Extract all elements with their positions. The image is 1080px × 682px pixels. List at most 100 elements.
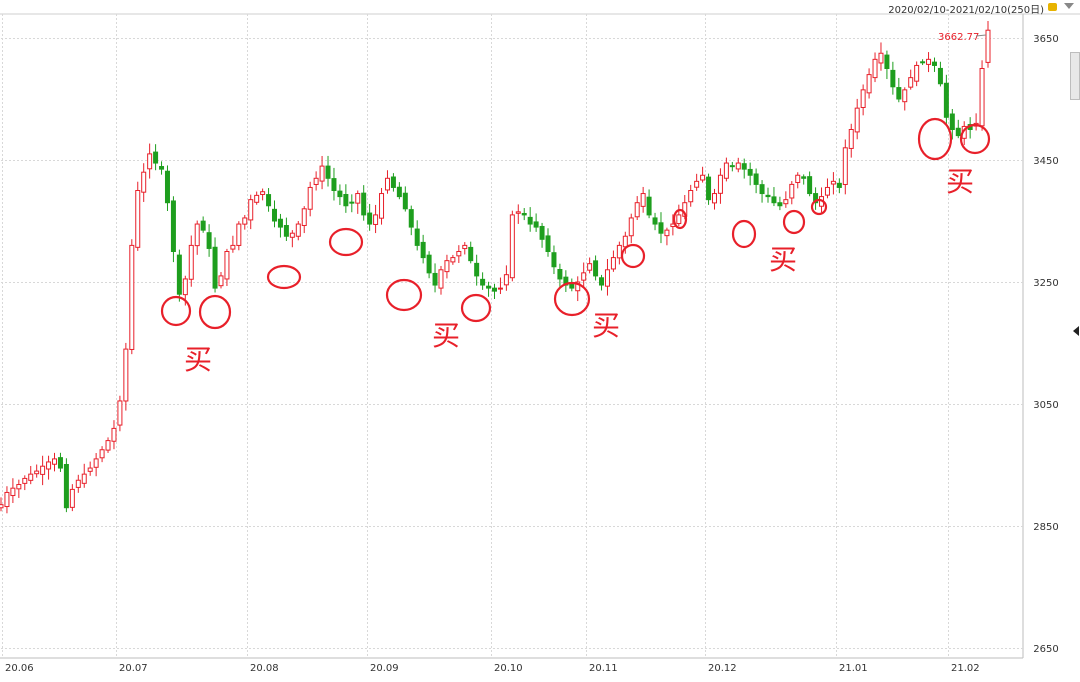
- candle-up: [379, 193, 385, 219]
- candle-up: [717, 174, 723, 194]
- candle-up: [795, 174, 801, 184]
- candle-up: [860, 89, 866, 108]
- candle-down: [771, 196, 777, 204]
- candle-down: [521, 212, 527, 216]
- candle-up: [634, 202, 640, 218]
- candle-up: [218, 275, 224, 287]
- buy-circle-marker: [385, 278, 423, 312]
- candle-down: [272, 208, 278, 222]
- candle-down: [896, 87, 902, 100]
- candle-up: [93, 458, 99, 468]
- candle-up: [789, 183, 795, 199]
- candle-down: [836, 182, 842, 188]
- candle-up: [301, 208, 307, 226]
- candle-down: [343, 193, 349, 207]
- buy-circle-marker: [160, 295, 192, 327]
- candle-down: [545, 235, 551, 253]
- candle-up: [676, 214, 682, 225]
- candle-up: [497, 287, 503, 290]
- candle-up: [979, 68, 985, 127]
- candle-up: [438, 269, 444, 289]
- candle-up: [242, 217, 248, 225]
- buy-label: 买: [769, 243, 797, 276]
- candle-up: [117, 400, 123, 426]
- buy-label: 买: [592, 309, 620, 342]
- candle-up: [866, 74, 872, 94]
- x-tick-label: 21.02: [951, 663, 980, 674]
- candle-up: [147, 153, 153, 170]
- buy-label: 买: [184, 343, 212, 376]
- candle-up: [444, 260, 450, 273]
- candle-up: [575, 281, 581, 292]
- x-tick-label: 20.08: [250, 663, 279, 674]
- buy-label: 买: [432, 319, 460, 352]
- candle-down: [492, 287, 497, 292]
- chevron-down-icon[interactable]: [1064, 3, 1074, 9]
- candle-down: [402, 192, 408, 210]
- collapse-arrow-icon[interactable]: [1073, 326, 1079, 336]
- candle-down: [420, 241, 426, 259]
- candle-down: [414, 228, 420, 246]
- candle-up: [700, 174, 706, 181]
- candle-up: [194, 223, 200, 247]
- x-tick-label: 20.12: [708, 663, 737, 674]
- scrollbar-handle[interactable]: [1070, 52, 1080, 100]
- candle-down: [468, 246, 474, 262]
- candle-down: [63, 463, 69, 509]
- buy-circle-marker: [620, 243, 646, 269]
- candle-up: [248, 199, 254, 221]
- candle-up: [688, 190, 694, 203]
- candle-down: [937, 67, 943, 85]
- candle-down: [337, 190, 343, 198]
- candle-up: [230, 244, 236, 250]
- candle-up: [581, 272, 587, 281]
- candle-up: [985, 29, 991, 63]
- candle-up: [878, 52, 884, 64]
- candle-up: [373, 214, 379, 225]
- last-price-leader: [975, 34, 987, 37]
- grid-layer: [0, 13, 1080, 659]
- candle-down: [931, 61, 937, 66]
- candle-down: [753, 173, 759, 185]
- candle-up: [34, 470, 40, 475]
- candle-down: [539, 225, 545, 240]
- candle-up: [224, 251, 230, 280]
- buy-circle-marker: [328, 227, 364, 257]
- candle-up: [824, 186, 830, 196]
- candle-up: [723, 162, 729, 179]
- candle-up: [111, 427, 117, 442]
- candle-up: [81, 473, 87, 484]
- buy-circle-marker: [266, 264, 302, 290]
- candle-down: [569, 283, 575, 289]
- candle-up: [40, 465, 46, 475]
- lock-icon[interactable]: [1048, 3, 1057, 11]
- candle-down: [658, 222, 664, 234]
- candle-up: [384, 177, 390, 191]
- candle-up: [141, 171, 147, 193]
- x-tick-label: 20.07: [119, 663, 148, 674]
- candle-down: [551, 252, 557, 268]
- candle-down: [361, 192, 367, 216]
- candle-up: [87, 467, 93, 472]
- candle-up: [902, 89, 908, 103]
- y-tick-label: 3250: [1033, 278, 1058, 289]
- y-tick-label: 2850: [1033, 522, 1058, 533]
- candle-up: [854, 107, 860, 133]
- candle-up: [872, 58, 878, 79]
- candle-up: [105, 440, 111, 451]
- buy-circle-marker: [810, 198, 828, 216]
- candle-up: [587, 263, 593, 271]
- candle-down: [277, 218, 283, 228]
- candle-up: [622, 235, 628, 248]
- candle-up: [830, 180, 836, 185]
- x-tick-label: 20.10: [494, 663, 523, 674]
- candle-up: [75, 479, 81, 488]
- candle-down: [206, 232, 212, 249]
- candle-down: [474, 262, 480, 277]
- candle-down: [367, 212, 373, 225]
- candle-up: [52, 458, 58, 465]
- y-tick-label: 3050: [1033, 400, 1058, 411]
- candle-down: [777, 202, 783, 207]
- candle-up: [783, 199, 789, 205]
